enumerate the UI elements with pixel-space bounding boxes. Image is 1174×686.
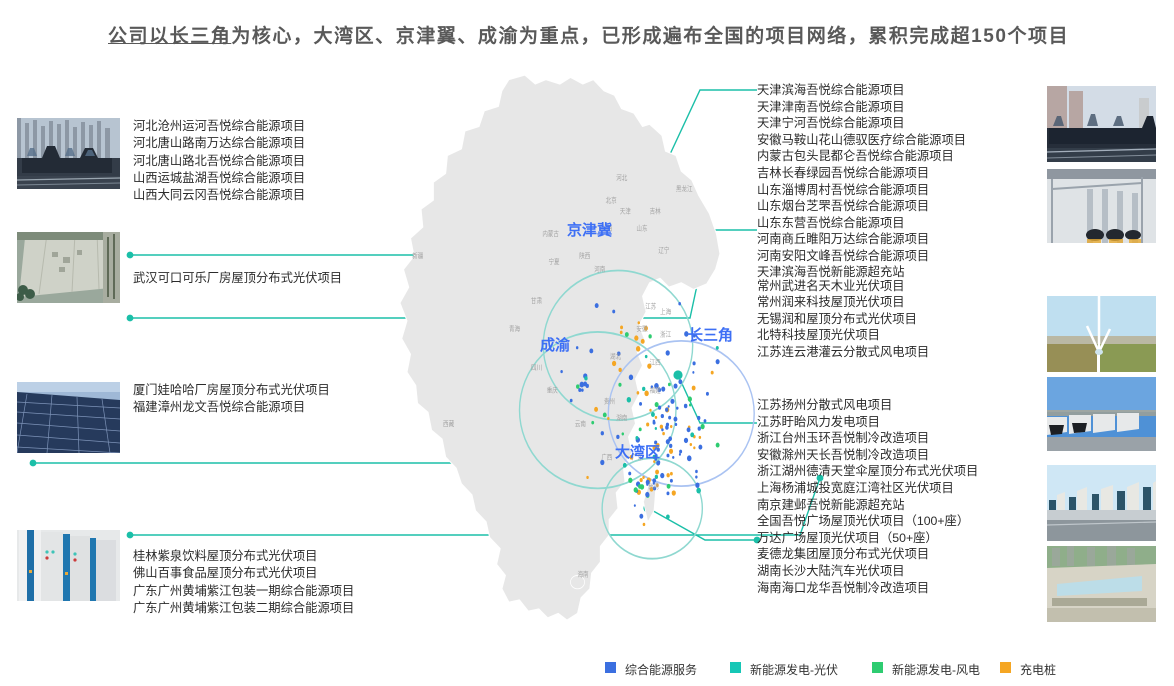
svg-text:河北: 河北 xyxy=(616,173,628,182)
svg-text:湖南: 湖南 xyxy=(616,412,627,422)
svg-text:湖北: 湖北 xyxy=(610,351,622,361)
svg-text:陕西: 陕西 xyxy=(579,250,590,260)
svg-text:长三角: 长三角 xyxy=(688,326,733,344)
svg-text:贵州: 贵州 xyxy=(604,396,615,406)
svg-text:台湾: 台湾 xyxy=(648,481,660,491)
svg-text:甘肃: 甘肃 xyxy=(531,295,542,305)
svg-text:内蒙古: 内蒙古 xyxy=(542,228,559,238)
svg-text:上海: 上海 xyxy=(660,306,672,316)
svg-text:大湾区: 大湾区 xyxy=(615,443,660,461)
svg-text:黑龙江: 黑龙江 xyxy=(676,183,693,193)
svg-text:河南: 河南 xyxy=(594,264,605,274)
svg-text:四川: 四川 xyxy=(531,363,542,372)
svg-text:成渝: 成渝 xyxy=(540,336,571,354)
svg-text:西藏: 西藏 xyxy=(443,418,455,428)
svg-text:重庆: 重庆 xyxy=(547,384,559,394)
svg-text:宁夏: 宁夏 xyxy=(549,256,561,266)
svg-text:辽宁: 辽宁 xyxy=(658,245,669,255)
svg-text:浙江: 浙江 xyxy=(660,329,672,339)
svg-text:云南: 云南 xyxy=(575,418,586,428)
svg-text:新疆: 新疆 xyxy=(412,250,424,260)
svg-text:吉林: 吉林 xyxy=(650,206,662,216)
svg-text:京津冀: 京津冀 xyxy=(567,221,612,239)
svg-text:江苏: 江苏 xyxy=(645,301,657,311)
svg-text:北京: 北京 xyxy=(606,195,617,205)
svg-text:安徽: 安徽 xyxy=(636,323,648,333)
svg-text:天津: 天津 xyxy=(620,207,632,216)
svg-text:广西: 广西 xyxy=(601,452,612,462)
svg-text:青海: 青海 xyxy=(509,323,521,333)
svg-text:江西: 江西 xyxy=(650,358,661,367)
svg-text:福建: 福建 xyxy=(650,384,662,394)
svg-text:山东: 山东 xyxy=(636,223,647,233)
svg-text:海南: 海南 xyxy=(578,569,589,579)
